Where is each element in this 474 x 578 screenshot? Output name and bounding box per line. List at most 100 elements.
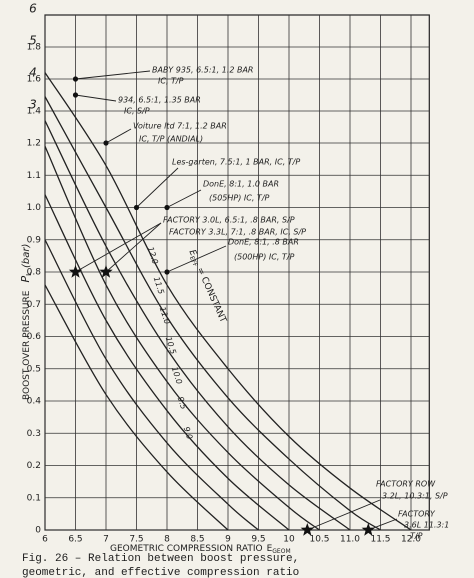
curve-label: 12.0 xyxy=(146,246,160,266)
x-axis-label: GEOMETRIC COMPRESSION RATIO EGEOM xyxy=(110,544,291,555)
handwritten-tick: 6 xyxy=(29,2,37,16)
x-tick-label: 8 xyxy=(164,535,170,545)
note-text: Voiture ltd 7:1, 1.2 BAR xyxy=(133,122,227,131)
handwritten-tick: 4 xyxy=(29,66,37,80)
x-label-text: GEOMETRIC COMPRESSION RATIO xyxy=(110,544,263,554)
x-tick-label: 11.5 xyxy=(370,535,390,545)
y-tick-label: 1.0 xyxy=(27,203,42,213)
y-tick-label: 1.4 xyxy=(27,107,42,117)
leader-line xyxy=(166,245,227,273)
leader-line xyxy=(75,70,151,80)
dot-point xyxy=(164,269,170,275)
note-text: IC, T/P xyxy=(158,77,184,86)
note-text: T/P xyxy=(410,532,423,541)
y-tick-label: 1.2 xyxy=(27,139,41,149)
leader-line xyxy=(75,94,117,102)
curve xyxy=(45,284,229,530)
x-tick-label: 7.5 xyxy=(129,535,143,545)
y-tick-label: 1.8 xyxy=(27,43,42,53)
caption: geometric, and effective compression rat… xyxy=(22,567,299,578)
y-label-text: BOOST OVER PRESSURE xyxy=(22,290,32,400)
grid xyxy=(44,14,430,531)
y-axis-label: BOOST OVER PRESSURE PL (bar) xyxy=(19,244,33,400)
y-label-subscript: L xyxy=(25,272,33,276)
curve xyxy=(45,239,259,530)
handwritten-tick: 5 xyxy=(29,34,37,48)
note-text: FACTORY 3.0L, 6.5:1, .8 BAR, S/P xyxy=(163,216,295,225)
y-tick-label: 0.5 xyxy=(27,364,41,374)
curve xyxy=(45,72,412,530)
curve-note-part: = CONSTANT xyxy=(195,266,229,325)
curve-label: 9.5 xyxy=(176,396,188,411)
y-tick-label: 0.3 xyxy=(27,429,41,439)
leader-line xyxy=(105,128,132,144)
x-tick-label: 7 xyxy=(103,535,109,545)
plot-frame xyxy=(44,14,430,531)
x-tick-label: 10 xyxy=(283,535,295,545)
note-text: 934, 6.5:1, 1.35 BAR xyxy=(118,96,201,105)
note-text: 3.6L 11.3:1 xyxy=(404,521,449,530)
y-tick-label: 1.1 xyxy=(27,171,41,181)
leader-line xyxy=(75,222,162,273)
dot-point xyxy=(103,140,109,146)
leader-line xyxy=(105,222,162,273)
handwritten-tick: 3 xyxy=(29,98,37,112)
note-text: FACTORY 3.3L, 7:1, .8 BAR, IC, S/P xyxy=(169,228,306,237)
note-text: FACTORY ROW xyxy=(376,480,436,489)
x-tick-label: 6.5 xyxy=(68,535,82,545)
curves xyxy=(45,72,412,530)
note-text: (505HP) IC, T/P xyxy=(209,194,270,203)
x-tick-label: 9.5 xyxy=(251,535,265,545)
x-label-subscript: GEOM xyxy=(272,548,290,555)
y-tick-label: 0.2 xyxy=(27,461,41,471)
dot-point xyxy=(72,76,79,82)
y-tick-label: 0.9 xyxy=(27,235,42,245)
caption: Fig. 26 – Relation between boost pressur… xyxy=(22,553,299,565)
star-point xyxy=(300,523,314,536)
note-text: (500HP) IC, T/P xyxy=(234,253,295,262)
note-text: 3.2L, 10.3:1, S/P xyxy=(382,492,448,501)
x-tick-label: 8.5 xyxy=(190,535,204,545)
curve-label: 11.0 xyxy=(158,306,172,326)
dot-point xyxy=(164,204,170,211)
y-tick-label: 1.6 xyxy=(27,75,42,85)
x-tick-label: 10.5 xyxy=(309,535,329,545)
leader-line xyxy=(166,189,202,208)
note-text: Les-garten, 7.5:1, 1 BAR, IC, T/P xyxy=(172,158,300,167)
note-text: IC, S/P xyxy=(124,107,150,116)
y-tick-label: 0.6 xyxy=(27,332,42,342)
x-label-symbol: E xyxy=(267,544,273,554)
leader-line xyxy=(307,499,381,531)
y-tick-label: 0.4 xyxy=(27,397,42,407)
y-tick-label: 0.8 xyxy=(27,268,42,278)
x-tick-label: 11.0 xyxy=(340,535,360,545)
curve-note: EEFF= CONSTANT xyxy=(186,248,228,325)
curve xyxy=(45,120,351,530)
star-point xyxy=(68,265,83,278)
curve-note-part: EFF xyxy=(188,255,199,268)
note-text: BABY 935, 6.5:1, 1.2 BAR xyxy=(152,66,253,75)
star-point xyxy=(361,523,375,536)
star-point xyxy=(99,265,113,278)
leader-line xyxy=(136,167,179,208)
y-label-unit: (bar) xyxy=(21,244,32,268)
curve xyxy=(45,96,381,530)
y-tick-label: 0.1 xyxy=(27,493,41,503)
x-tick-label: 6 xyxy=(42,535,48,545)
curve-label: 10.5 xyxy=(164,336,178,356)
curve-label: 9.0 xyxy=(182,426,194,441)
x-tick-label: 9 xyxy=(225,535,231,545)
dot-point xyxy=(72,92,79,98)
dot-point xyxy=(133,204,140,211)
y-tick-label: 0 xyxy=(35,526,41,536)
y-label-symbol: P xyxy=(19,276,32,283)
curve-note-part: E xyxy=(187,248,199,258)
note-text: IC, T/P (ANDIAL) xyxy=(139,135,203,144)
note-text: DonE, 8:1, .8 BAR xyxy=(228,238,299,247)
note-text: FACTORY xyxy=(398,510,436,519)
y-tick-label: 0.7 xyxy=(27,300,41,310)
curve xyxy=(45,194,290,530)
curve xyxy=(45,145,320,530)
note-text: DonE, 8:1, 1.0 BAR xyxy=(203,180,279,189)
